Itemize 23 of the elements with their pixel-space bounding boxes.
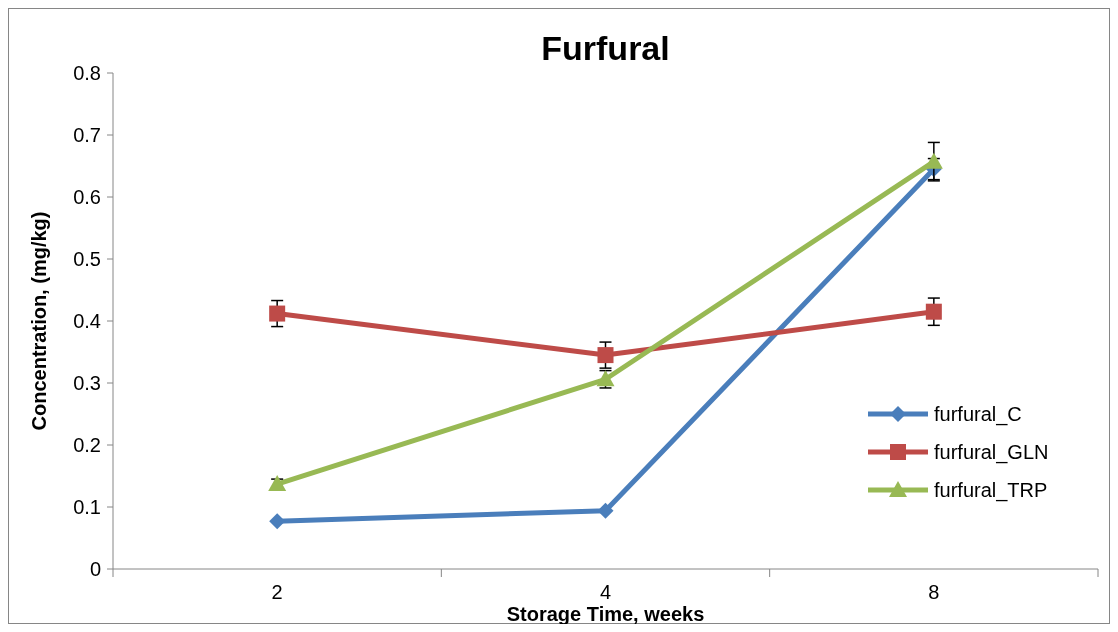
y-tick-label: 0.5 xyxy=(73,248,101,270)
y-tick-label: 0.2 xyxy=(73,434,101,456)
point xyxy=(597,347,614,364)
y-tick-label: 0 xyxy=(89,558,101,580)
point xyxy=(925,303,942,320)
x-tick-label: 2 xyxy=(271,581,283,603)
y-tick-label: 0.3 xyxy=(73,372,101,394)
x-tick-label: 8 xyxy=(928,581,940,603)
chart-title: Furfural xyxy=(541,29,670,67)
point xyxy=(597,502,614,519)
point xyxy=(269,513,286,530)
legend-label: furfural_TRP xyxy=(934,479,1048,502)
y-tick-label: 0.7 xyxy=(73,124,101,146)
y-tick-label: 0.1 xyxy=(73,496,101,518)
y-tick-label: 0.4 xyxy=(73,310,101,332)
x-tick-label: 4 xyxy=(599,581,612,603)
point xyxy=(268,475,287,492)
point xyxy=(269,305,286,322)
legend-label: furfural_C xyxy=(934,403,1022,426)
y-axis-title: Concentration, (mg/kg) xyxy=(28,211,50,431)
y-tick-label: 0.8 xyxy=(73,62,101,84)
legend-label: furfural_GLN xyxy=(934,441,1049,464)
y-tick-label: 0.6 xyxy=(73,186,101,208)
